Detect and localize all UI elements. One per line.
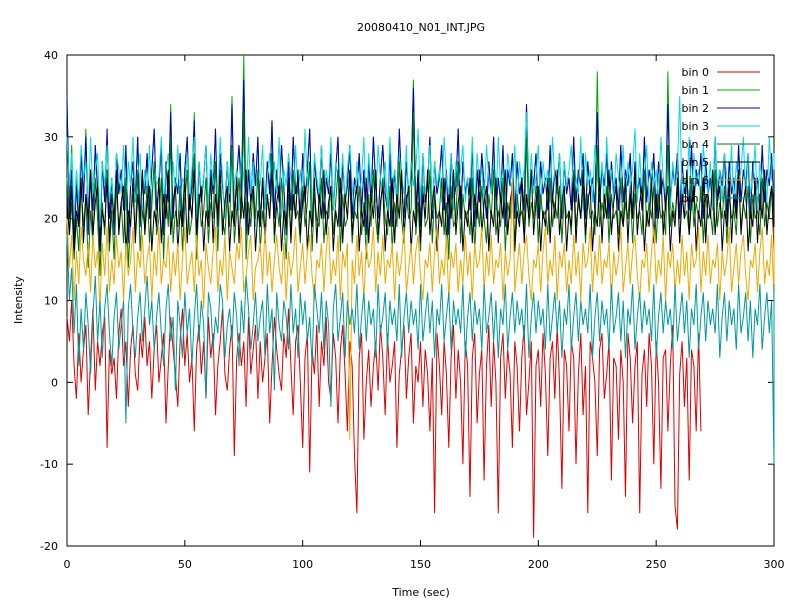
legend-label: bin 7 — [681, 192, 709, 205]
y-tick-label: 20 — [44, 213, 58, 226]
y-axis-title: Intensity — [12, 276, 25, 324]
y-tick-label: 0 — [51, 376, 58, 389]
legend-label: bin 1 — [681, 84, 709, 97]
series-layer — [66, 54, 775, 538]
y-tick-label: 40 — [44, 49, 58, 62]
x-tick-label: 150 — [410, 558, 431, 571]
plot-area — [66, 54, 775, 547]
legend-label: bin 2 — [681, 102, 709, 115]
legend-label: bin 3 — [681, 120, 709, 133]
y-tick-label: 30 — [44, 131, 58, 144]
plot-border — [66, 54, 775, 547]
x-tick-label: 0 — [64, 558, 71, 571]
chart-title: 20080410_N01_INT.JPG — [357, 21, 485, 34]
legend-label: bin 4 — [681, 138, 709, 151]
axis-ticks: 0 50 100 150 200 250 300 -20 -10 0 10 20 30 40 — [40, 49, 784, 571]
legend-label: bin 0 — [681, 66, 709, 79]
series-line-bin-7 — [66, 234, 775, 465]
y-tick-label: -10 — [40, 458, 58, 471]
x-tick-label: 50 — [178, 558, 192, 571]
series-line-bin-5 — [66, 169, 775, 252]
legend-label: bin 6 — [681, 174, 709, 187]
series-line-bin-0 — [66, 300, 702, 538]
legend-label: bin 5 — [681, 156, 709, 169]
x-tick-label: 250 — [646, 558, 667, 571]
y-tick-label: 10 — [44, 295, 58, 308]
x-tick-label: 100 — [292, 558, 313, 571]
legend: bin 0 bin 1 bin 2 bin 3 bin 4 bin 5 bin 6 bin 7 — [681, 66, 760, 205]
y-tick-label: -20 — [40, 540, 58, 553]
x-tick-label: 300 — [764, 558, 785, 571]
x-axis-title: Time (sec) — [391, 586, 450, 599]
x-tick-label: 200 — [528, 558, 549, 571]
